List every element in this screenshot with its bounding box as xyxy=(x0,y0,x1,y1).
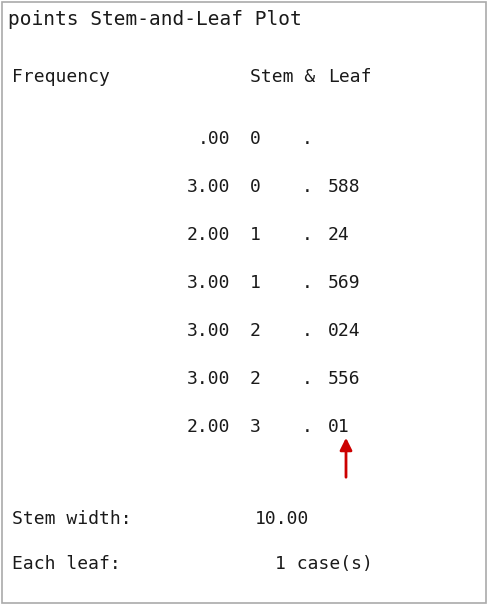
Text: 1: 1 xyxy=(250,226,261,244)
Text: 3.00: 3.00 xyxy=(186,178,230,196)
Text: .: . xyxy=(302,274,313,292)
Text: Frequency: Frequency xyxy=(12,68,110,86)
Text: 24: 24 xyxy=(328,226,350,244)
Text: .00: .00 xyxy=(197,130,230,148)
Text: 10.00: 10.00 xyxy=(255,510,309,528)
Text: 2: 2 xyxy=(250,370,261,388)
Text: 3: 3 xyxy=(250,418,261,436)
Text: .: . xyxy=(302,130,313,148)
Text: .: . xyxy=(302,226,313,244)
Text: Stem &: Stem & xyxy=(250,68,315,86)
Text: .: . xyxy=(302,178,313,196)
Text: 3.00: 3.00 xyxy=(186,322,230,340)
Text: 556: 556 xyxy=(328,370,361,388)
Text: points Stem-and-Leaf Plot: points Stem-and-Leaf Plot xyxy=(8,10,302,29)
Text: 588: 588 xyxy=(328,178,361,196)
Text: 2.00: 2.00 xyxy=(186,418,230,436)
Text: .: . xyxy=(302,370,313,388)
Text: .: . xyxy=(302,322,313,340)
Text: Stem width:: Stem width: xyxy=(12,510,132,528)
Text: 01: 01 xyxy=(328,418,350,436)
Text: 1 case(s): 1 case(s) xyxy=(275,555,373,573)
Text: 1: 1 xyxy=(250,274,261,292)
Text: Each leaf:: Each leaf: xyxy=(12,555,121,573)
Text: 024: 024 xyxy=(328,322,361,340)
Text: 3.00: 3.00 xyxy=(186,274,230,292)
Text: 2.00: 2.00 xyxy=(186,226,230,244)
Text: 569: 569 xyxy=(328,274,361,292)
Text: 0: 0 xyxy=(250,178,261,196)
Text: Leaf: Leaf xyxy=(328,68,371,86)
Text: 0: 0 xyxy=(250,130,261,148)
Text: 3.00: 3.00 xyxy=(186,370,230,388)
Text: 2: 2 xyxy=(250,322,261,340)
Text: .: . xyxy=(302,418,313,436)
